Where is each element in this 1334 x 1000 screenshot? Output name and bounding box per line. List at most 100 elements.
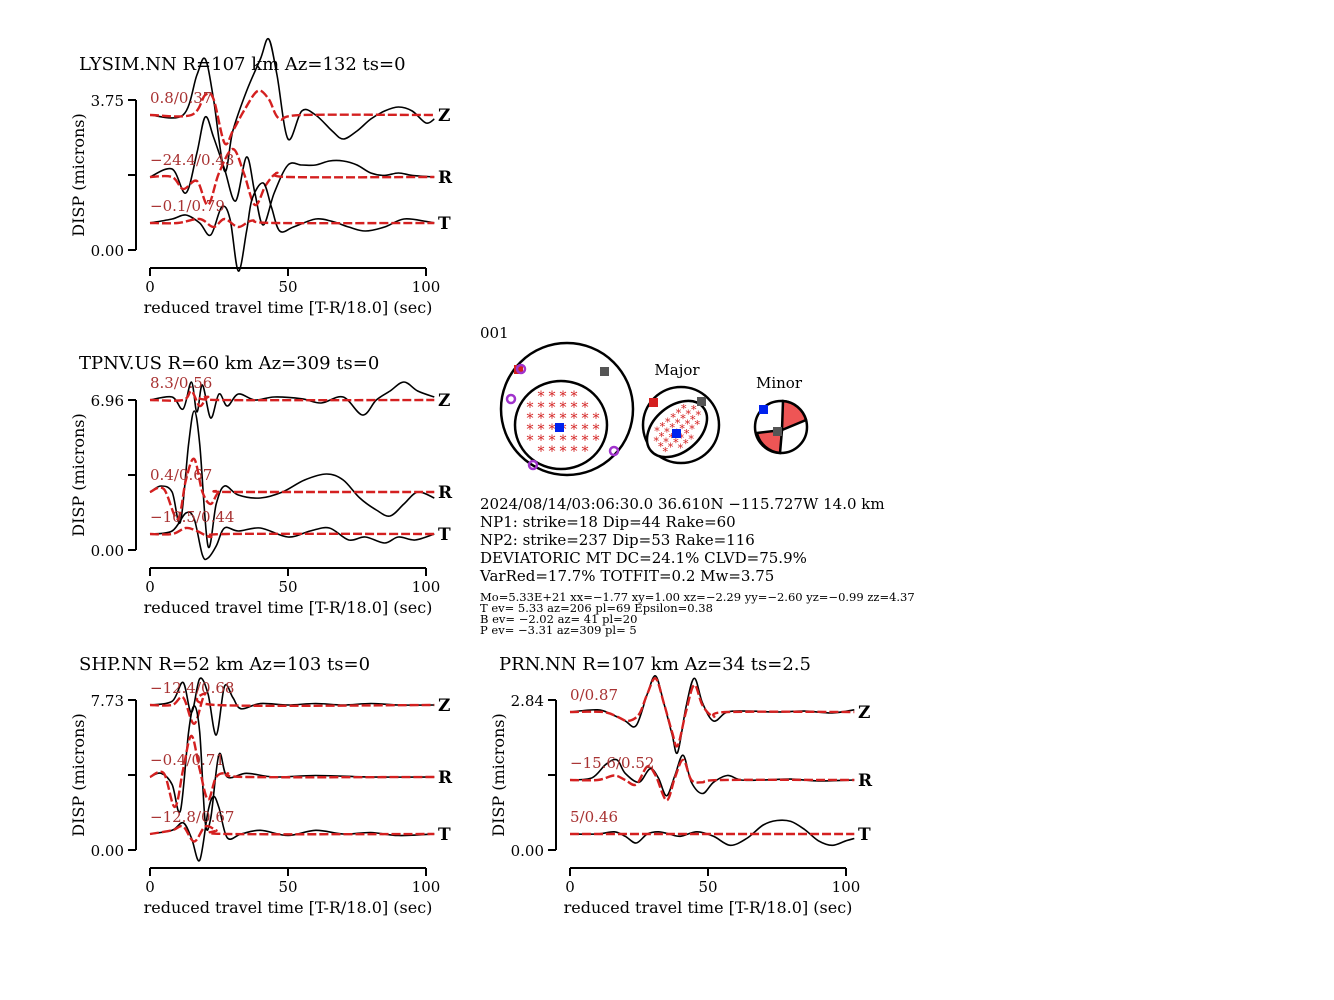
observed-trace [149,37,435,173]
full-beachball: ************************************ [499,341,635,477]
y-tick-label: 0.00 [91,542,124,560]
y-tick-label: 0.00 [511,842,544,860]
x-axis-label: reduced travel time [T-R/18.0] (sec) [564,898,853,917]
compression-star: * [593,411,600,427]
station-marker [505,393,517,405]
event-info-line: 2024/08/14/03:06:30.0 36.610N −115.727W … [480,495,885,513]
compression-star: * [670,412,676,425]
compression-star: * [549,422,556,438]
compression-star: * [688,433,694,446]
compression-star: * [549,444,556,460]
panel-title: TPNV.US R=60 km Az=309 ts=0 [79,353,380,374]
compression-star: * [660,421,666,434]
y-tick-label: 0.00 [91,242,124,260]
component-label: R [438,168,453,188]
compression-star: * [689,423,695,436]
y-tick-label: 7.73 [91,692,124,710]
minor-label: Minor [756,374,803,392]
compression-star: * [662,446,668,459]
y-tick-label: 3.75 [91,92,124,110]
x-axis-label: reduced travel time [T-R/18.0] (sec) [144,298,433,317]
synthetic-trace [149,824,435,843]
compression-star: * [685,418,691,431]
synthetic-trace [149,734,435,809]
compression-star: * [695,419,701,432]
synthetic-trace [569,758,855,802]
y-tick-label: 0.00 [91,842,124,860]
trace-annotation: −0.1/0.79 [150,197,225,215]
compression-star: * [691,404,697,417]
compression-star: * [670,422,676,435]
panel-title: LYSIM.NN R=107 km Az=132 ts=0 [79,54,406,75]
compression-star: * [654,425,660,438]
panel-title: SHP.NN R=52 km Az=103 ts=0 [79,654,371,675]
x-tick-label: 50 [278,578,297,596]
compression-star: * [678,442,684,455]
compression-star: * [582,400,589,416]
compression-star: * [653,435,659,448]
trace-annotation: −12.4/0.68 [150,679,234,697]
trace-annotation: 0.8/0.37 [150,89,212,107]
compression-star: * [582,411,589,427]
compression-star: * [695,409,701,422]
compression-star: * [582,422,589,438]
observed-trace [149,182,435,272]
x-tick-label: 50 [278,878,297,896]
compression-star: * [571,422,578,438]
trace-annotation: −10.5/0.44 [150,508,234,526]
deviatoric-line: DEVIATORIC MT DC=24.1% CLVD=75.9% [480,549,807,567]
x-tick-label: 0 [145,578,155,596]
compression-star: * [665,416,671,429]
compression-star: * [582,444,589,460]
np2-line: NP2: strike=237 Dip=53 Rake=116 [480,531,755,549]
compression-star: * [679,422,685,435]
compression-star: * [658,440,664,453]
p-axis-marker [672,429,681,438]
compression-star: * [663,436,669,449]
compression-star: * [686,408,692,421]
compression-star: * [668,441,674,454]
compression-star: * [571,400,578,416]
trace-annotation: 8.3/0.56 [150,374,212,392]
compression-star: * [676,407,682,420]
compression-star: * [527,422,534,438]
compression-star: * [664,426,670,439]
compression-star: * [683,438,689,451]
synthetic-trace [149,692,435,726]
mechanism-id: 001 [480,324,509,342]
compression-star: * [527,433,534,449]
component-label: T [438,525,451,545]
compression-star: * [571,389,578,405]
compression-star: * [527,400,534,416]
varred-line: VarRed=17.7% TOTFIT=0.2 Mw=3.75 [480,567,775,585]
compression-star: * [549,433,556,449]
synthetic-trace [149,389,435,408]
synthetic-trace [149,217,435,229]
observed-trace [149,115,435,226]
b-axis-marker [600,367,609,376]
compression-star: * [560,411,567,427]
synthetic-trace [569,677,855,748]
compression-star: * [582,433,589,449]
panel-title: PRN.NN R=107 km Az=34 ts=2.5 [499,654,811,675]
compression-stars: ******************************** [653,403,701,459]
y-axis-label: DISP (microns) [69,113,88,237]
compression-star: * [571,444,578,460]
component-label: R [858,771,873,791]
y-axis-label: DISP (microns) [69,413,88,537]
b-axis-marker [697,397,706,406]
component-label: Z [438,391,450,411]
t-eigen-line: T ev= 5.33 az=206 pl=69 Epsilon=0.38 [480,601,713,615]
y-tick-label: 2.84 [511,692,544,710]
compression-star: * [681,403,687,416]
compression-star: * [538,411,545,427]
p-eigen-line: P ev= −3.31 az=309 pl= 5 [480,623,637,637]
trace-annotation: 5/0.46 [570,808,618,826]
compression-star: * [673,437,679,450]
x-tick-label: 100 [832,878,861,896]
np1-line: NP1: strike=18 Dip=44 Rake=60 [480,513,736,531]
compression-stars: ************************************ [527,389,600,460]
x-axis-label: reduced travel time [T-R/18.0] (sec) [144,898,433,917]
